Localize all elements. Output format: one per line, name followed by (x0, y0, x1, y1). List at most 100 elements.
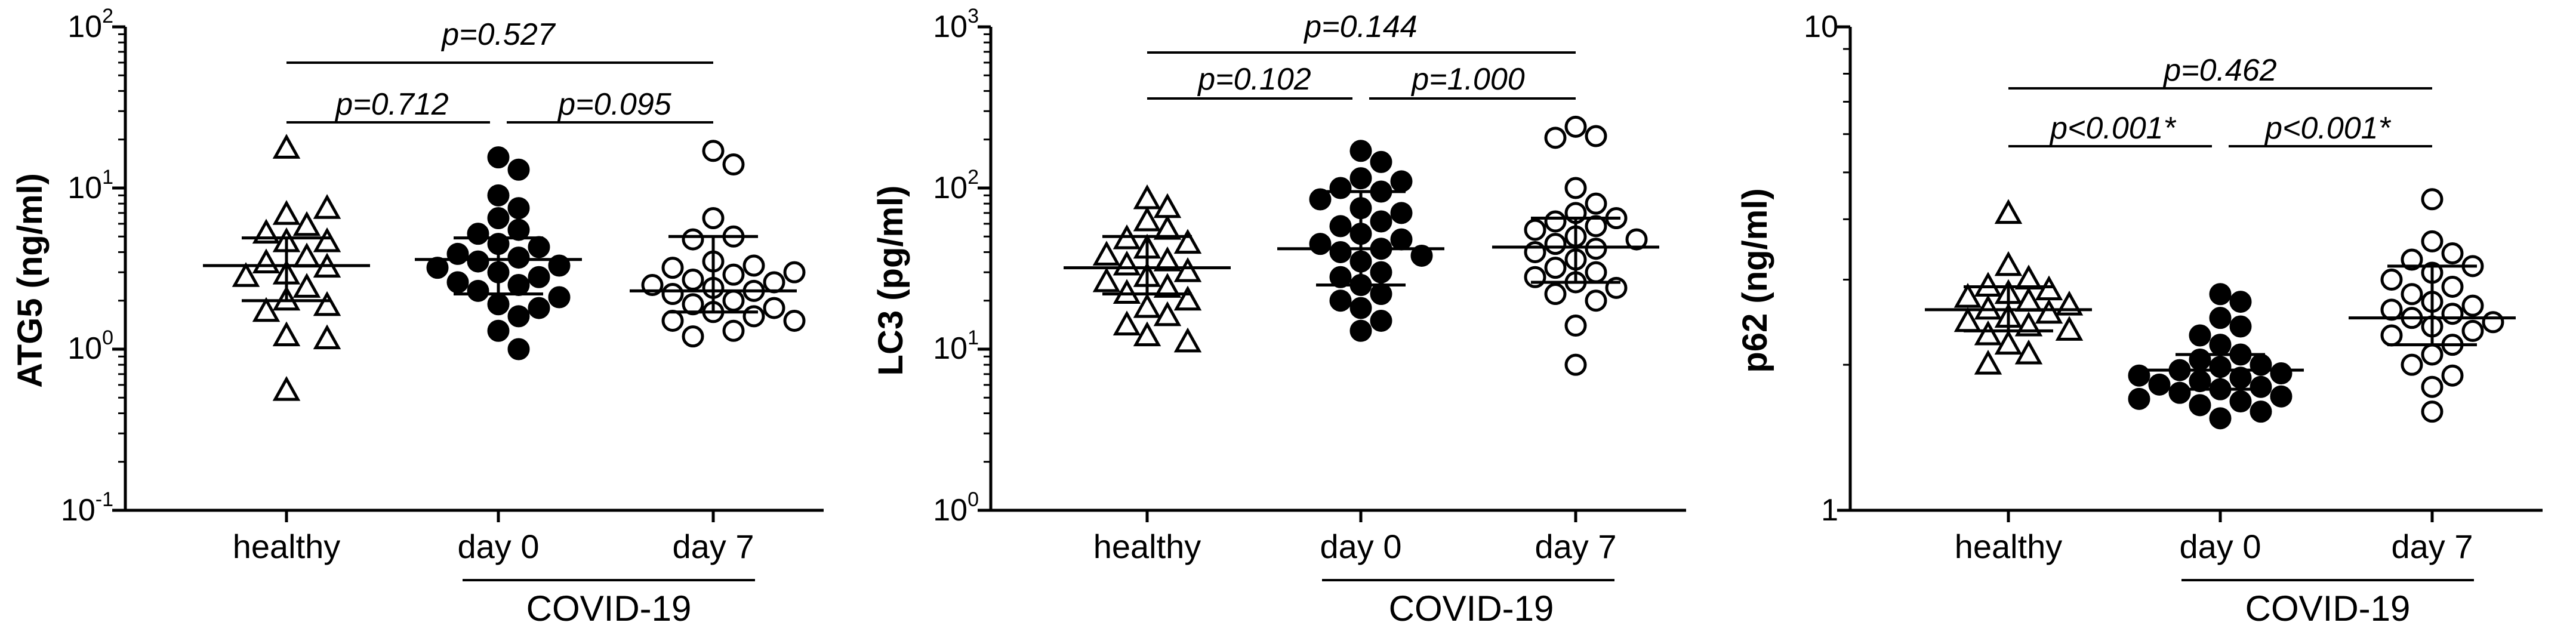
data-point-open (661, 309, 684, 332)
category-label-day7: day 7 (1535, 528, 1617, 565)
data-point-open (1585, 125, 1607, 147)
data-point-open (2421, 343, 2443, 366)
data-point-open (1564, 177, 1587, 199)
data-point-filled (446, 242, 469, 265)
y-tick-label: 100 (933, 488, 979, 528)
data-point-filled (2189, 324, 2211, 347)
data-point-open (1544, 210, 1567, 233)
data-point-filled (1390, 170, 1413, 193)
data-point-open (2421, 400, 2443, 423)
panel-p62: p62 (ng/ml) healthy day 0 day 7 COVID-19… (1736, 10, 2473, 628)
data-point-open (783, 261, 806, 284)
data-point-open (682, 293, 704, 316)
data-point-open (1625, 228, 1648, 251)
data-point-open (2380, 298, 2403, 321)
data-point-open (1585, 238, 1607, 260)
data-point-filled (2209, 307, 2232, 329)
y-tick-label: 103 (933, 5, 979, 44)
data-point-filled (1309, 233, 1332, 255)
y-axis-label: ATG5 (ng/ml) (11, 173, 50, 388)
data-point-filled (548, 286, 571, 309)
category-label-day0: day 0 (1320, 528, 1402, 565)
data-point-triangle (272, 134, 301, 159)
data-point-filled (2250, 353, 2272, 376)
data-point-filled (507, 274, 530, 297)
category-label-healthy: healthy (1093, 528, 1201, 565)
data-point-triangle (272, 375, 301, 401)
y-tick-label: 101 (67, 166, 113, 205)
data-point-filled (2168, 381, 2191, 404)
data-point-filled (528, 266, 550, 288)
data-point-triangle (1974, 320, 2002, 346)
category-label-day7: day 7 (2392, 528, 2473, 565)
data-point-open (1564, 353, 1587, 376)
data-point-filled (2128, 364, 2150, 387)
data-point-filled (487, 146, 510, 169)
data-point-triangle (313, 227, 341, 252)
group-label-covid: COVID-19 (1389, 588, 1554, 628)
data-point-triangle (1153, 301, 1182, 326)
data-point-open (1564, 115, 1587, 138)
data-point-filled (1329, 266, 1352, 288)
data-point-filled (1370, 283, 1392, 306)
data-point-open (661, 283, 684, 306)
data-point-open (2380, 324, 2403, 347)
data-point-triangle (1953, 283, 1982, 308)
data-point-filled (446, 271, 469, 294)
pvalue-label: p<0.001* (2264, 111, 2391, 146)
data-point-open (702, 140, 725, 162)
data-point-filled (2189, 394, 2211, 417)
data-point-triangle (1133, 184, 1161, 209)
data-point-triangle (272, 321, 301, 347)
data-point-triangle (1173, 257, 1202, 282)
data-point-filled (1370, 309, 1392, 332)
data-point-filled (426, 257, 449, 279)
data-point-filled (2270, 362, 2292, 385)
data-point-open (763, 297, 785, 319)
data-point-triangle (1994, 251, 2023, 276)
data-point-open (2421, 375, 2443, 398)
data-point-triangle (1173, 327, 1202, 353)
data-point-triangle (1974, 350, 2002, 375)
data-point-triangle (2055, 291, 2084, 316)
data-point-filled (2250, 375, 2272, 398)
data-point-open (1564, 315, 1587, 337)
data-point-filled (1349, 167, 1372, 190)
data-point-open (2461, 319, 2484, 342)
data-point-triangle (1953, 307, 1982, 332)
pvalue-label: p=0.095 (557, 87, 671, 122)
data-point-open (2401, 248, 2423, 271)
data-point-open (783, 309, 806, 332)
y-tick-label: 102 (67, 5, 113, 44)
data-point-open (1544, 283, 1567, 306)
data-point-filled (2209, 334, 2232, 356)
data-point-open (682, 228, 704, 251)
data-point-triangle (272, 285, 301, 311)
data-point-open (702, 207, 725, 230)
data-point-open (1524, 241, 1546, 263)
data-point-open (722, 319, 745, 342)
data-point-open (722, 263, 745, 286)
data-point-open (2421, 230, 2443, 252)
data-point-triangle (252, 297, 281, 322)
data-point-triangle (2014, 339, 2043, 365)
data-point-triangle (272, 200, 301, 225)
y-axis-label: LC3 (pg/ml) (871, 186, 910, 376)
data-point-filled (487, 319, 510, 342)
data-point-triangle (292, 242, 321, 268)
data-point-triangle (313, 291, 341, 316)
y-tick-label: 10 (1804, 10, 1838, 44)
data-point-filled (1370, 210, 1392, 233)
data-point-filled (467, 250, 489, 273)
data-point-filled (1370, 261, 1392, 284)
data-point-filled (1349, 297, 1372, 319)
data-point-filled (2270, 385, 2292, 408)
y-tick-label: 100 (67, 326, 113, 366)
category-label-healthy: healthy (233, 528, 341, 565)
data-point-filled (467, 223, 489, 245)
data-point-triangle (1092, 267, 1121, 292)
y-tick-label: 10-1 (61, 488, 113, 528)
data-point-filled (1390, 202, 1413, 224)
data-point-filled (2189, 348, 2211, 371)
